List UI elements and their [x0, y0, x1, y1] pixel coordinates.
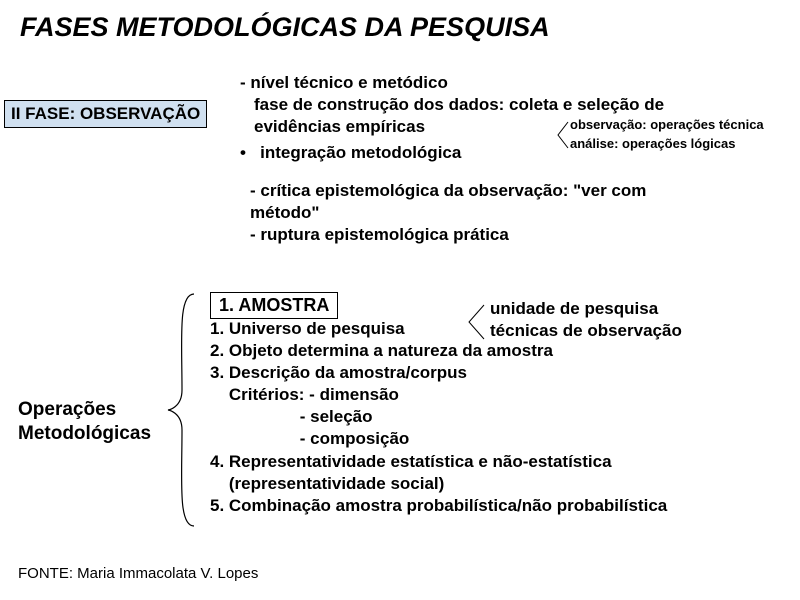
- line: - seleção: [210, 406, 770, 428]
- line: (representatividade social): [210, 473, 770, 495]
- line: fase de construção dos dados: coleta e s…: [240, 94, 800, 116]
- footer-source: FONTE: Maria Immacolata V. Lopes: [18, 565, 258, 582]
- line: Critérios: - dimensão: [210, 384, 770, 406]
- line: Operações: [18, 398, 151, 422]
- line: 2. Objeto determina a natureza da amostr…: [210, 340, 770, 362]
- bullet-icon: •: [240, 143, 246, 162]
- amostra-box: 1. AMOSTRA: [210, 292, 338, 319]
- side-notes-1: observação: operações técnica análise: o…: [570, 116, 764, 154]
- block-critica: - crítica epistemológica da observação: …: [250, 180, 770, 246]
- line: observação: operações técnica: [570, 116, 764, 135]
- ops-label: Operações Metodológicas: [18, 398, 151, 446]
- line: unidade de pesquisa: [490, 298, 682, 320]
- line: método": [250, 202, 770, 224]
- line: 4. Representatividade estatística e não-…: [210, 451, 770, 473]
- curly-brace-icon: [162, 290, 202, 530]
- line: Metodológicas: [18, 422, 151, 446]
- line: análise: operações lógicas: [570, 135, 764, 154]
- line: - crítica epistemológica da observação: …: [250, 180, 770, 202]
- line-text: integração metodológica: [260, 143, 461, 162]
- block-amostra-items: 1. Universo de pesquisa 2. Objeto determ…: [210, 318, 770, 517]
- line: 1. Universo de pesquisa: [210, 318, 770, 340]
- line: - composição: [210, 428, 770, 450]
- line: - nível técnico e metódico: [240, 72, 800, 94]
- page-title: FASES METODOLÓGICAS DA PESQUISA: [20, 12, 550, 43]
- line: 3. Descrição da amostra/corpus: [210, 362, 770, 384]
- phase-box: II FASE: OBSERVAÇÃO: [4, 100, 207, 128]
- angle-bracket-icon: [556, 120, 570, 150]
- line: 5. Combinação amostra probabilística/não…: [210, 495, 770, 517]
- line: - ruptura epistemológica prática: [250, 224, 770, 246]
